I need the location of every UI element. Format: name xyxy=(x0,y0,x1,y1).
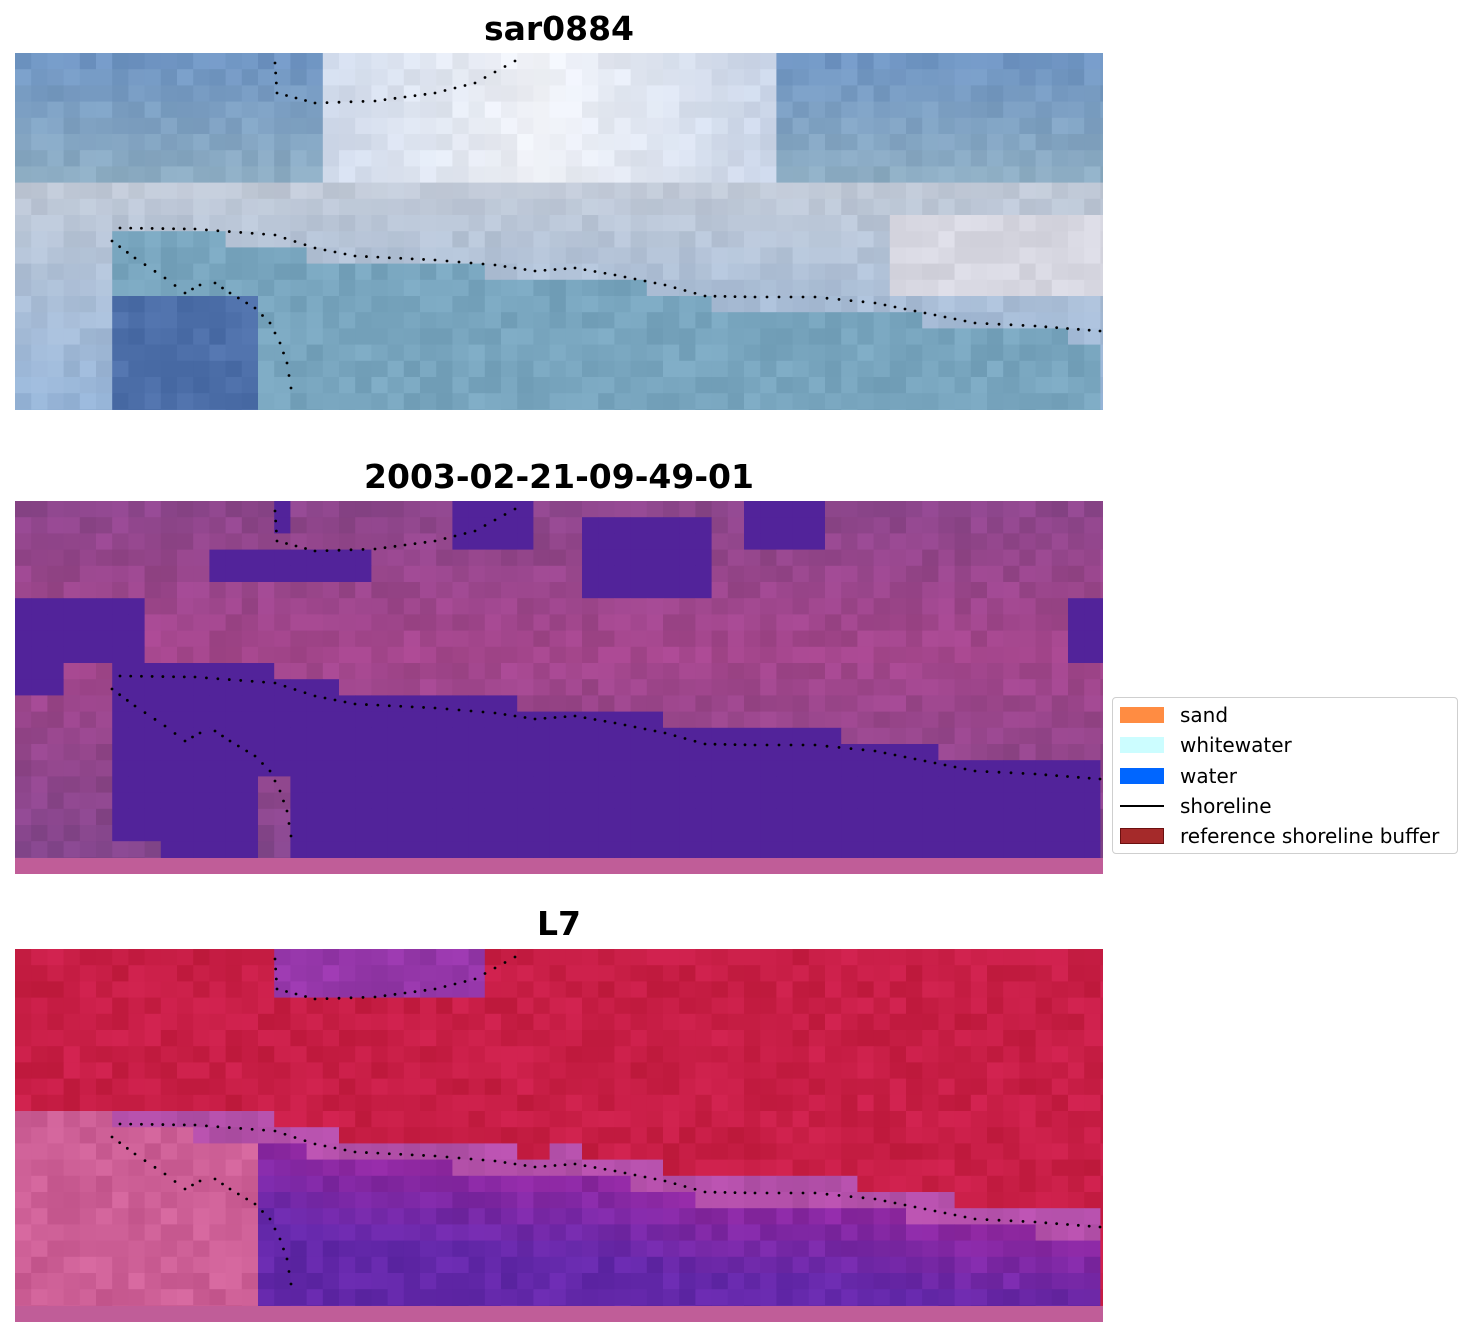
shoreline-line-icon xyxy=(1120,805,1164,807)
classified-image xyxy=(15,501,1103,874)
legend-label-shoreline: shoreline xyxy=(1180,794,1272,818)
sand-swatch xyxy=(1120,707,1164,723)
classified-image-panel xyxy=(15,501,1103,874)
legend: sand whitewater water shoreline referenc… xyxy=(1112,697,1458,854)
whitewater-swatch xyxy=(1120,737,1164,753)
shoreline-dots xyxy=(110,507,1102,838)
shoreline-dots xyxy=(110,955,1102,1286)
legend-label-whitewater: whitewater xyxy=(1180,733,1292,757)
legend-label-sand: sand xyxy=(1180,703,1229,727)
rgb-image xyxy=(15,53,1103,410)
shoreline-dots xyxy=(110,59,1102,390)
rgb-image-panel xyxy=(15,53,1103,410)
reference-buffer-swatch xyxy=(1120,828,1164,844)
bottom-strip xyxy=(15,1306,1103,1322)
index-image xyxy=(15,949,1103,1322)
panel-title-classified: 2003-02-21-09-49-01 xyxy=(364,457,754,496)
bottom-strip xyxy=(15,858,1103,874)
water-swatch xyxy=(1120,768,1164,784)
index-image-panel xyxy=(15,949,1103,1322)
panel-title-rgb: sar0884 xyxy=(483,9,635,48)
legend-label-water: water xyxy=(1180,764,1237,788)
legend-label-reference-buffer: reference shoreline buffer xyxy=(1180,824,1440,848)
panel-title-index: L7 xyxy=(537,904,581,943)
